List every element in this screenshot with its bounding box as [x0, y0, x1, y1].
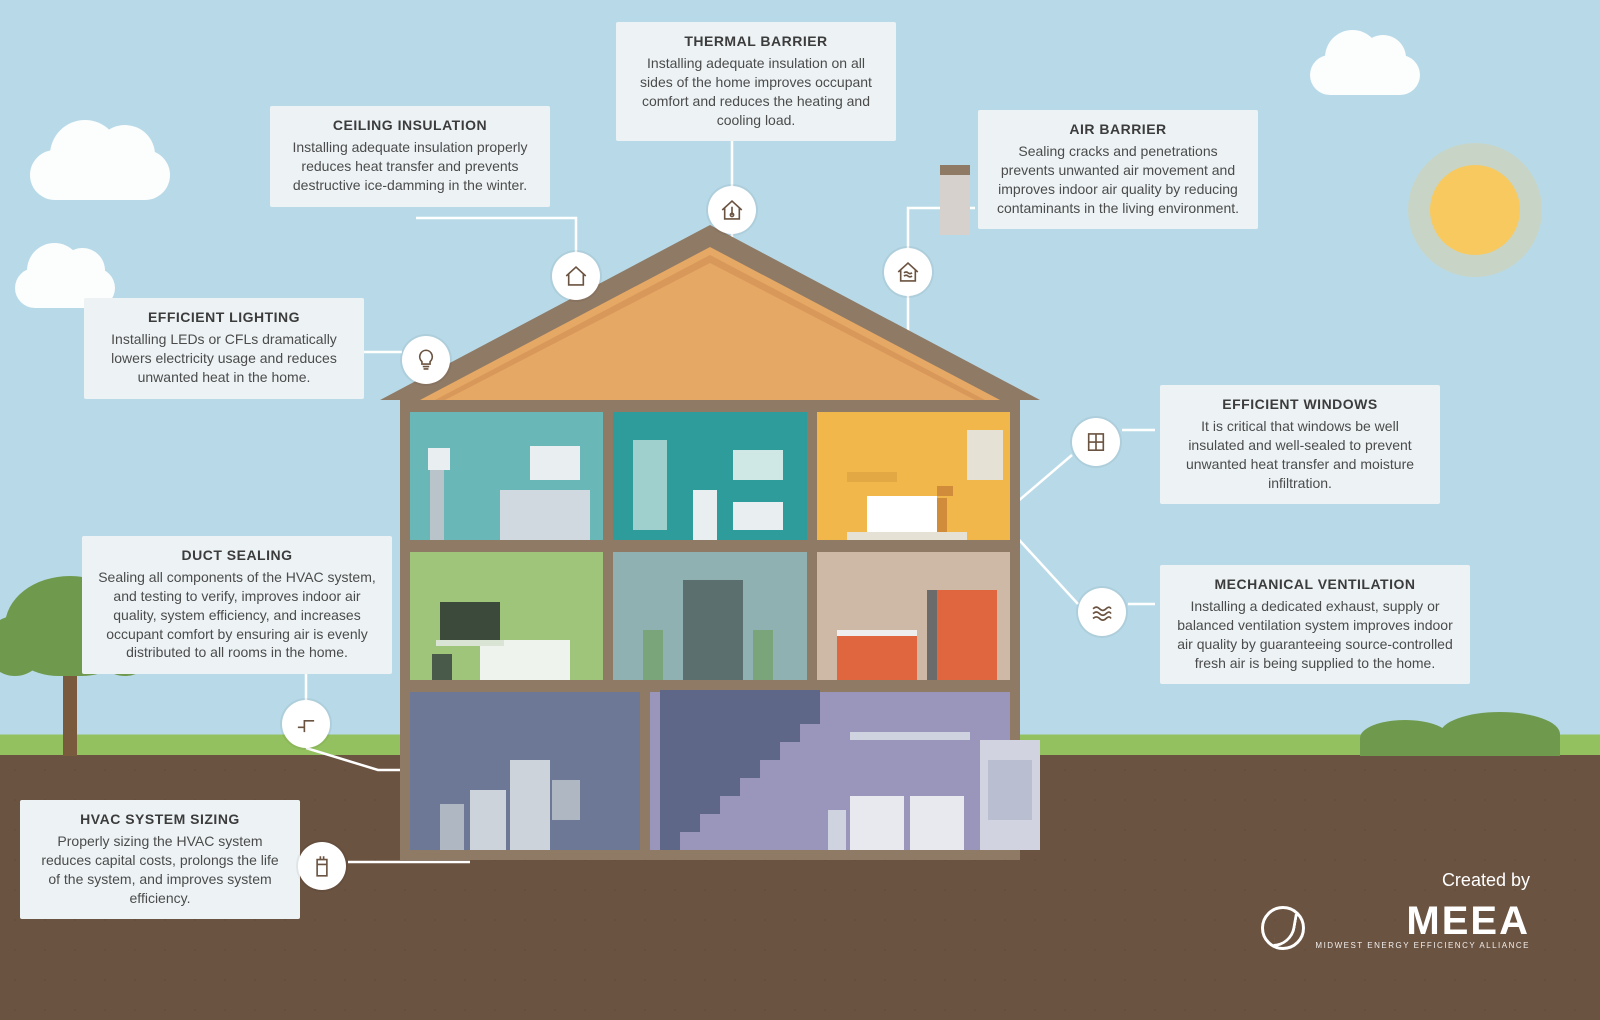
callout-title: DUCT SEALING — [96, 546, 378, 565]
duct-icon — [282, 700, 330, 748]
room-bathroom — [613, 412, 816, 540]
callout-efficient-windows: EFFICIENT WINDOWS It is critical that wi… — [1160, 385, 1440, 504]
house-waves-icon — [884, 248, 932, 296]
callout-body: It is critical that windows be well insu… — [1174, 417, 1426, 493]
callout-body: Installing LEDs or CFLs dramatically low… — [98, 330, 350, 387]
roof — [380, 225, 1040, 400]
meea-logo: MEEA MIDWEST ENERGY EFFICIENCY ALLIANCE — [1261, 905, 1530, 950]
room-kitchen — [817, 552, 1010, 680]
callout-title: CEILING INSULATION — [284, 116, 536, 135]
callout-title: HVAC SYSTEM SIZING — [34, 810, 286, 829]
bulb-icon — [402, 336, 450, 384]
room-utility — [410, 692, 650, 850]
callout-title: EFFICIENT LIGHTING — [98, 308, 350, 327]
callout-ceiling-insulation: CEILING INSULATION Installing adequate i… — [270, 106, 550, 207]
callout-title: THERMAL BARRIER — [630, 32, 882, 51]
thermometer-house-icon — [708, 186, 756, 234]
bush-icon — [1360, 720, 1450, 756]
cloud-icon — [1310, 55, 1420, 95]
room-office — [817, 412, 1010, 540]
callout-duct-sealing: DUCT SEALING Sealing all components of t… — [82, 536, 392, 674]
callout-body: Installing a dedicated exhaust, supply o… — [1174, 597, 1456, 673]
callout-thermal-barrier: THERMAL BARRIER Installing adequate insu… — [616, 22, 896, 141]
callout-efficient-lighting: EFFICIENT LIGHTING Installing LEDs or CF… — [84, 298, 364, 399]
cloud-icon — [30, 150, 170, 200]
logo-mark-icon — [1261, 906, 1305, 950]
callout-air-barrier: AIR BARRIER Sealing cracks and penetrati… — [978, 110, 1258, 229]
room-living — [410, 552, 613, 680]
callout-body: Installing adequate insulation properly … — [284, 138, 536, 195]
room-entry — [613, 552, 816, 680]
window-icon — [1072, 418, 1120, 466]
callout-title: AIR BARRIER — [992, 120, 1244, 139]
callout-body: Properly sizing the HVAC system reduces … — [34, 832, 286, 908]
room-laundry — [650, 692, 1010, 850]
callout-body: Sealing all components of the HVAC syste… — [96, 568, 378, 662]
callout-body: Installing adequate insulation on all si… — [630, 54, 882, 130]
callout-title: EFFICIENT WINDOWS — [1174, 395, 1426, 414]
callout-title: MECHANICAL VENTILATION — [1174, 575, 1456, 594]
created-by-label: Created by — [1261, 870, 1530, 891]
furnace-icon — [298, 842, 346, 890]
callout-hvac-sizing: HVAC SYSTEM SIZING Properly sizing the H… — [20, 800, 300, 919]
sun-icon — [1430, 165, 1520, 255]
credit-block: Created by MEEA MIDWEST ENERGY EFFICIENC… — [1261, 870, 1530, 950]
bush-icon — [1440, 712, 1560, 756]
room-bedroom — [410, 412, 613, 540]
house-cutaway — [400, 400, 1020, 860]
logo-tagline: MIDWEST ENERGY EFFICIENCY ALLIANCE — [1315, 941, 1530, 950]
logo-text: MEEA — [1315, 905, 1530, 937]
callout-mechanical-ventilation: MECHANICAL VENTILATION Installing a dedi… — [1160, 565, 1470, 684]
callout-body: Sealing cracks and penetrations prevents… — [992, 142, 1244, 218]
waves-icon — [1078, 588, 1126, 636]
house-icon — [552, 252, 600, 300]
